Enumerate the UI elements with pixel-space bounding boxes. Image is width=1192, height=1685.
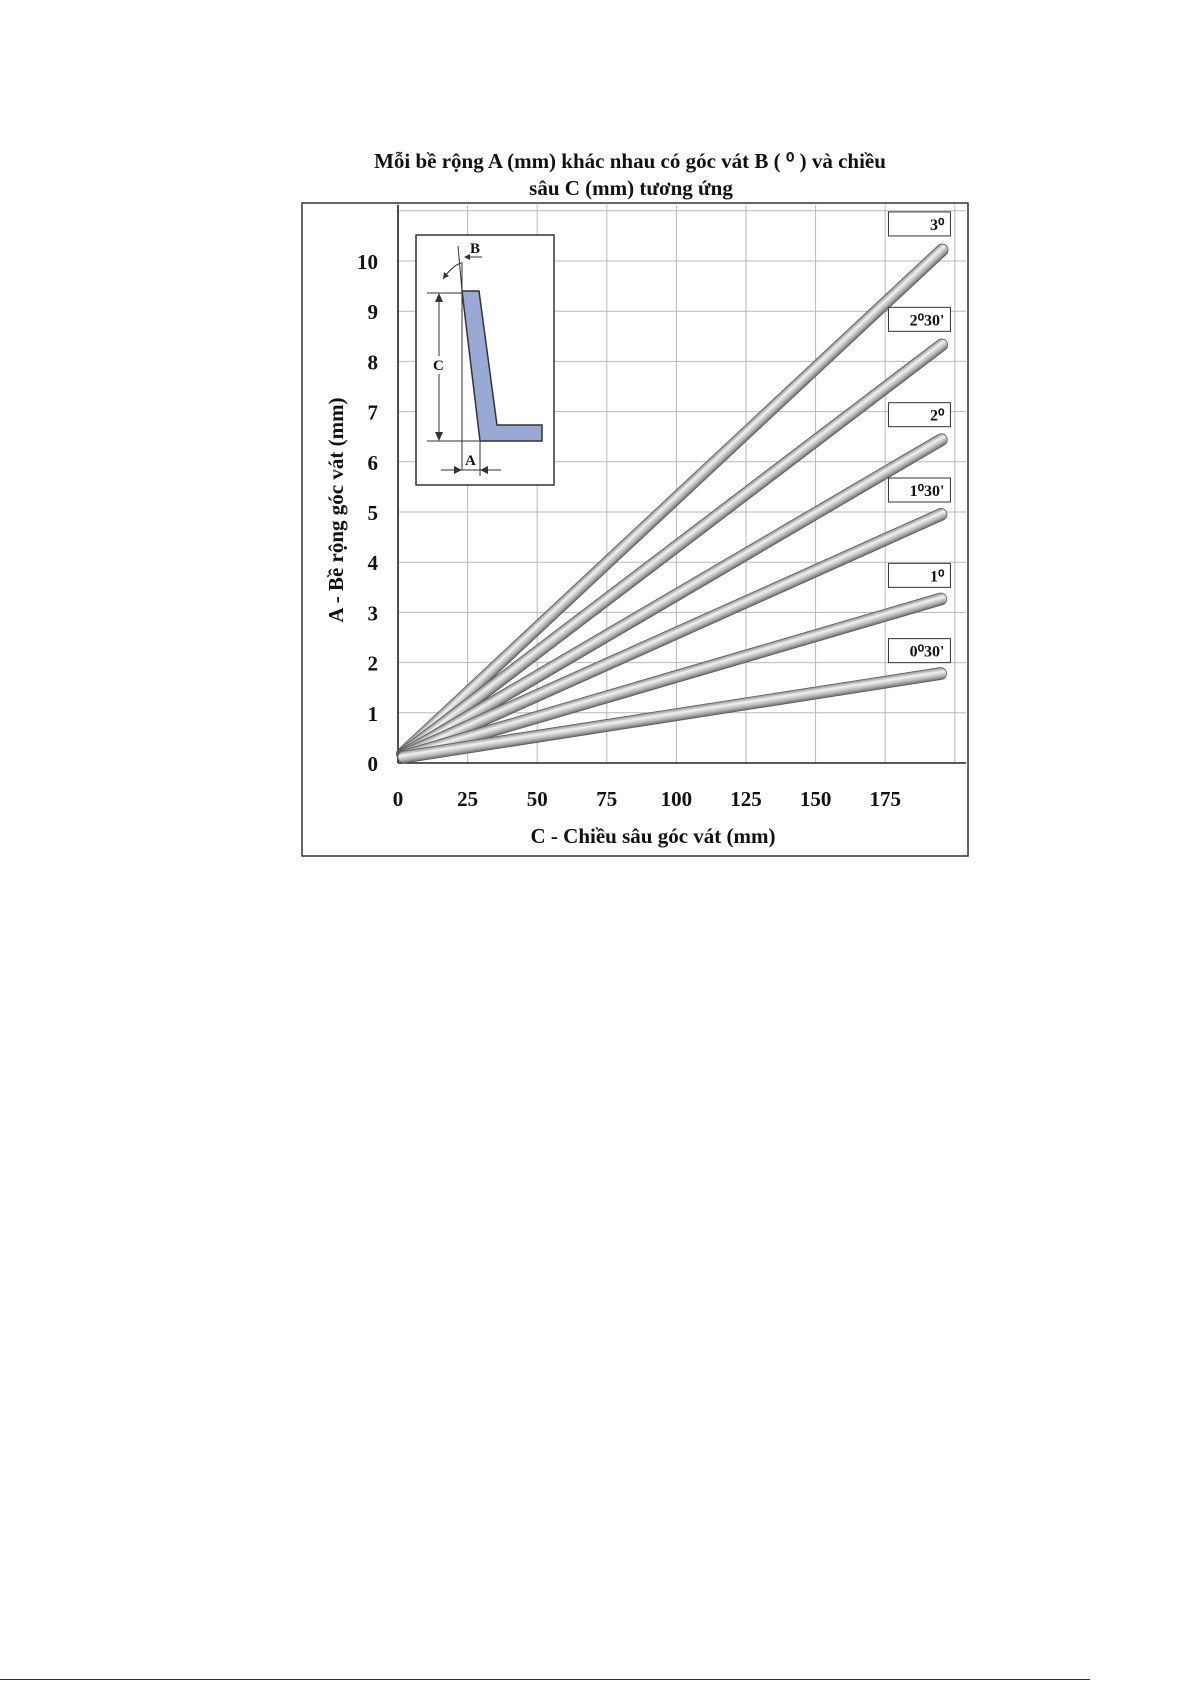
series-label-box bbox=[887, 638, 951, 664]
y-tick-label: 7 bbox=[368, 401, 379, 425]
y-tick-label: 4 bbox=[368, 551, 379, 575]
series-label: 0⁰30' bbox=[887, 638, 951, 664]
bevel-profile-inset: B C A bbox=[415, 234, 555, 486]
x-tick-label: 50 bbox=[527, 787, 548, 811]
series-label-text: 0⁰30' bbox=[910, 644, 945, 661]
x-axis-title: C - Chiều sâu góc vát (mm) bbox=[531, 824, 776, 848]
dimension-c-label-bg bbox=[430, 356, 448, 374]
inset-label-c: C bbox=[433, 358, 444, 374]
dimension-c-arrow-up-icon bbox=[435, 293, 443, 302]
dimension-a-arrow-left-icon bbox=[454, 466, 462, 474]
series-label-box bbox=[887, 211, 951, 237]
angle-line bbox=[457, 245, 463, 292]
x-tick-label: 25 bbox=[457, 787, 478, 811]
axes bbox=[397, 205, 966, 764]
series-label-text: 3⁰ bbox=[930, 217, 945, 234]
series-rods bbox=[395, 243, 949, 764]
x-tick-label: 0 bbox=[393, 787, 404, 811]
x-tick-label: 100 bbox=[661, 787, 693, 811]
y-tick-label: 9 bbox=[368, 300, 379, 324]
series-label: 3⁰ bbox=[887, 211, 951, 237]
y-tick-label: 8 bbox=[368, 350, 379, 374]
page-footer-rule bbox=[0, 1679, 1090, 1680]
series-label: 1⁰ bbox=[887, 562, 951, 588]
x-tick-label: 150 bbox=[800, 787, 832, 811]
series-label-box bbox=[887, 477, 951, 503]
series-label-text: 1⁰ bbox=[930, 568, 945, 585]
y-tick-labels: 0 1 2 3 4 5 6 7 8 9 10 bbox=[357, 250, 379, 776]
series-label-box bbox=[887, 562, 951, 588]
y-tick-label: 5 bbox=[368, 501, 379, 525]
y-tick-label: 10 bbox=[357, 250, 378, 274]
angle-arrow-right-icon bbox=[464, 254, 470, 260]
dimension-a-arrow-right-icon bbox=[480, 466, 488, 474]
y-tick-label: 3 bbox=[368, 601, 379, 625]
y-tick-label: 1 bbox=[368, 702, 379, 726]
angle-arrow-left-icon bbox=[443, 272, 449, 279]
series-rod-body bbox=[397, 667, 947, 764]
series-labels: 3⁰ 2⁰30' 2⁰ 1⁰30' 1⁰ 0⁰30' bbox=[887, 211, 951, 664]
y-axis-title: A - Bề rộng góc vát (mm) bbox=[324, 397, 348, 622]
inset-label-a: A bbox=[465, 453, 476, 469]
series-label-text: 2⁰ bbox=[930, 408, 945, 425]
series-rod bbox=[397, 667, 947, 764]
x-tick-label: 125 bbox=[730, 787, 762, 811]
series-label: 2⁰ bbox=[887, 402, 951, 428]
series-label-text: 2⁰30' bbox=[910, 312, 945, 329]
y-tick-label: 6 bbox=[368, 451, 379, 475]
series-label: 2⁰30' bbox=[887, 306, 951, 332]
chart-title-line-1: Mỗi bề rộng A (mm) khác nhau có góc vát … bbox=[374, 149, 886, 173]
series-label: 1⁰30' bbox=[887, 477, 951, 503]
series-label-text: 1⁰30' bbox=[910, 483, 945, 500]
series-label-box bbox=[887, 402, 951, 428]
x-tick-label: 75 bbox=[596, 787, 617, 811]
dimension-c-arrow-down-icon bbox=[435, 432, 443, 441]
y-tick-label: 2 bbox=[368, 652, 379, 676]
x-tick-label: 175 bbox=[869, 787, 901, 811]
series-label-box bbox=[887, 306, 951, 332]
y-tick-label: 0 bbox=[368, 752, 379, 776]
x-tick-labels: 0 25 50 75 100 125 150 175 bbox=[393, 787, 901, 811]
inset-label-b: B bbox=[470, 241, 480, 257]
chart-title-line-2: sâu C (mm) tương ứng bbox=[529, 176, 733, 200]
